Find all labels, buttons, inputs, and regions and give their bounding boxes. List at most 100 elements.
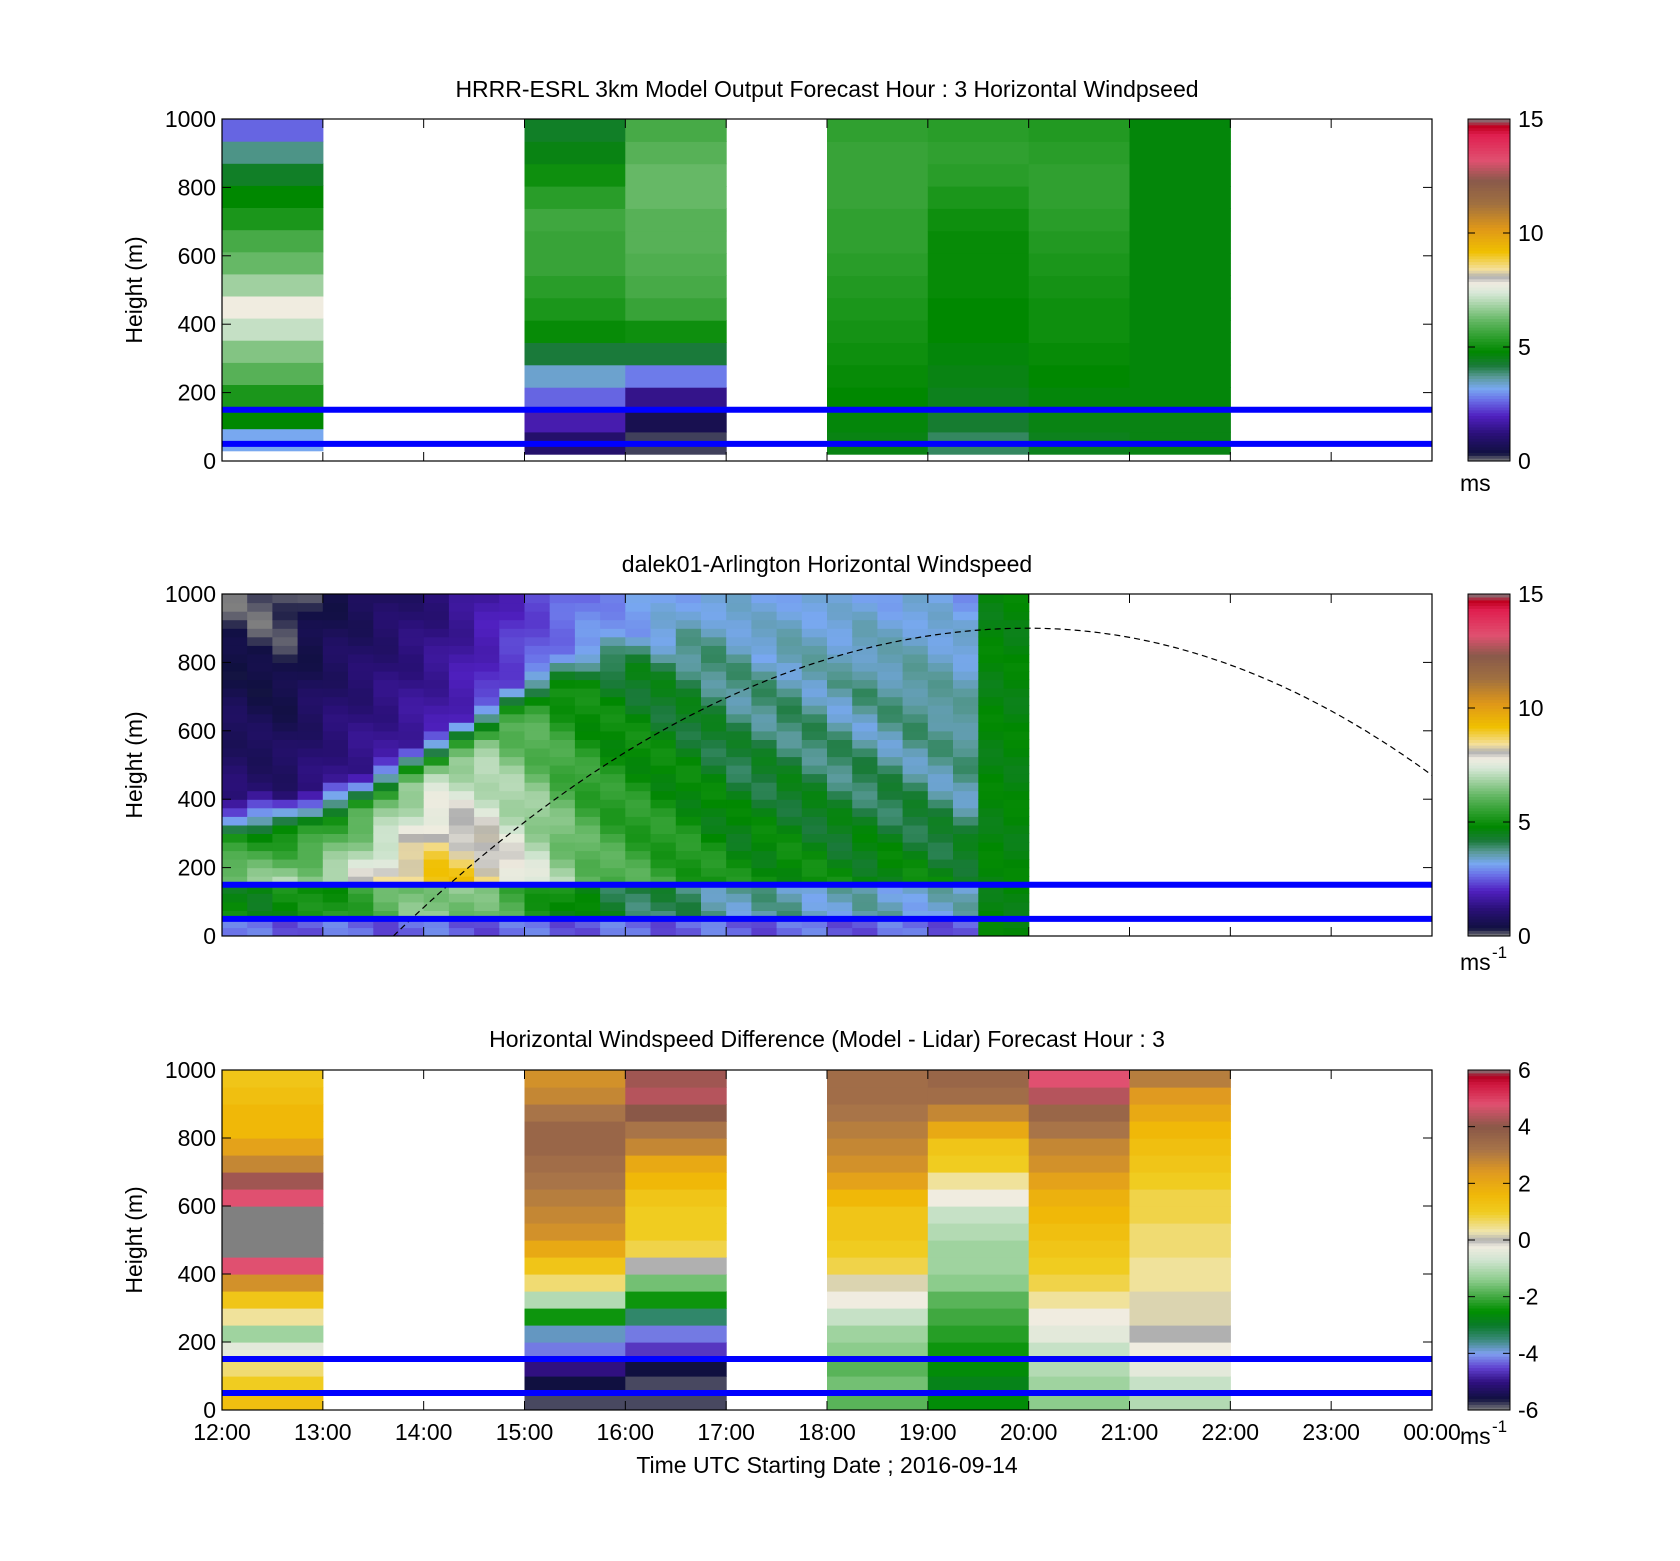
- heatmap-cell: [701, 799, 727, 809]
- heatmap-cell: [1028, 1138, 1131, 1156]
- y-tick-label: 800: [178, 174, 216, 200]
- heatmap-cell: [222, 1172, 324, 1190]
- heatmap-cell: [297, 910, 324, 920]
- heatmap-cell: [1129, 1240, 1231, 1258]
- colorbar-swatch: [1468, 722, 1510, 726]
- heatmap-cell: [827, 1359, 929, 1377]
- colorbar-swatch: [1468, 195, 1510, 200]
- heatmap-cell: [625, 186, 727, 209]
- heatmap-cell: [322, 739, 349, 749]
- heatmap-cell: [600, 833, 626, 843]
- heatmap-cell: [902, 662, 929, 672]
- heatmap-cell: [625, 833, 652, 843]
- panel-difference-reference-lines: [222, 1356, 1432, 1396]
- heatmap-cell: [524, 927, 551, 936]
- heatmap-cell: [222, 679, 248, 689]
- colorbar-swatch: [1468, 1115, 1510, 1119]
- heatmap-cell: [927, 927, 954, 936]
- heatmap-cell: [348, 893, 374, 903]
- colorbar-swatch: [1468, 636, 1510, 641]
- heatmap-cell: [801, 739, 828, 749]
- heatmap-cell: [423, 602, 450, 612]
- heatmap-cell: [625, 773, 652, 783]
- colorbar-swatch: [1468, 884, 1510, 889]
- heatmap-cell: [801, 636, 828, 646]
- heatmap-cell: [448, 859, 475, 869]
- heatmap-cell: [675, 876, 702, 886]
- heatmap-cell: [1028, 364, 1131, 388]
- heatmap-cell: [373, 688, 400, 698]
- heatmap-cell: [222, 645, 248, 655]
- heatmap-cell: [499, 602, 526, 612]
- heatmap-cell: [701, 816, 727, 826]
- heatmap-cell: [297, 901, 324, 911]
- colorbar-swatch: [1468, 241, 1510, 245]
- heatmap-cell: [625, 1325, 727, 1343]
- colorbar-swatch: [1468, 1220, 1510, 1224]
- heatmap-cell: [726, 730, 752, 740]
- heatmap-cell: [272, 833, 299, 843]
- colorbar-swatch: [1468, 1214, 1510, 1218]
- heatmap-cell: [726, 790, 752, 800]
- colorbar-swatch: [1468, 1098, 1510, 1102]
- heatmap-cell: [927, 867, 954, 877]
- heatmap-cell: [902, 696, 929, 706]
- heatmap-cell: [297, 799, 324, 809]
- colorbar-swatch: [1468, 1378, 1510, 1383]
- heatmap-cell: [827, 773, 853, 783]
- heatmap-cell: [953, 867, 979, 877]
- heatmap-cell: [398, 850, 425, 860]
- heatmap-cell: [776, 662, 803, 672]
- heatmap-cell: [524, 833, 551, 843]
- y-tick-label: 400: [178, 786, 216, 812]
- heatmap-cell: [650, 619, 677, 629]
- heatmap-cell: [247, 679, 273, 689]
- heatmap-cell: [650, 799, 677, 809]
- heatmap-cell: [625, 671, 652, 681]
- heatmap-cell: [776, 713, 803, 723]
- heatmap-cell: [953, 602, 979, 612]
- colorbar-swatch: [1468, 933, 1510, 937]
- heatmap-cell: [1028, 1376, 1131, 1394]
- heatmap-cell: [852, 773, 878, 783]
- heatmap-cell: [499, 739, 526, 749]
- colorbar-swatch: [1468, 605, 1510, 609]
- panel-model: HRRR-ESRL 3km Model Output Forecast Hour…: [121, 76, 1544, 496]
- heatmap-cell: [247, 816, 273, 826]
- heatmap-cell: [701, 671, 727, 681]
- heatmap-cell: [877, 671, 904, 681]
- heatmap-cell: [474, 662, 500, 672]
- colorbar-swatch: [1468, 1140, 1510, 1145]
- heatmap-cell: [902, 918, 929, 929]
- heatmap-cell: [1028, 1223, 1131, 1241]
- heatmap-cell: [499, 619, 526, 629]
- colorbar-swatch: [1468, 1310, 1510, 1315]
- heatmap-cell: [801, 628, 828, 638]
- heatmap-cell: [625, 747, 652, 758]
- colorbar-swatch: [1468, 616, 1510, 621]
- heatmap-cell: [574, 850, 601, 860]
- heatmap-cell: [549, 833, 576, 843]
- heatmap-cell: [448, 884, 475, 894]
- colorbar-swatch: [1468, 423, 1510, 428]
- colorbar-swatch: [1468, 679, 1510, 683]
- heatmap-cell: [448, 662, 475, 672]
- heatmap-cell: [322, 619, 349, 629]
- heatmap-cell: [448, 713, 475, 723]
- heatmap-cell: [701, 773, 727, 783]
- x-tick-label: 19:00: [899, 1419, 957, 1445]
- heatmap-cell: [222, 428, 324, 452]
- colorbar-swatch: [1468, 685, 1510, 689]
- heatmap-cell: [272, 619, 299, 629]
- heatmap-cell: [877, 867, 904, 877]
- heatmap-cell: [247, 730, 273, 740]
- colorbar-swatch: [1468, 446, 1510, 451]
- heatmap-cell: [902, 653, 929, 663]
- colorbar-swatch: [1468, 1333, 1510, 1337]
- heatmap-cell: [902, 739, 929, 749]
- heatmap-cell: [524, 739, 551, 749]
- heatmap-cell: [1028, 387, 1131, 410]
- heatmap-cell: [373, 594, 400, 604]
- heatmap-cell: [877, 611, 904, 621]
- heatmap-cell: [524, 756, 551, 766]
